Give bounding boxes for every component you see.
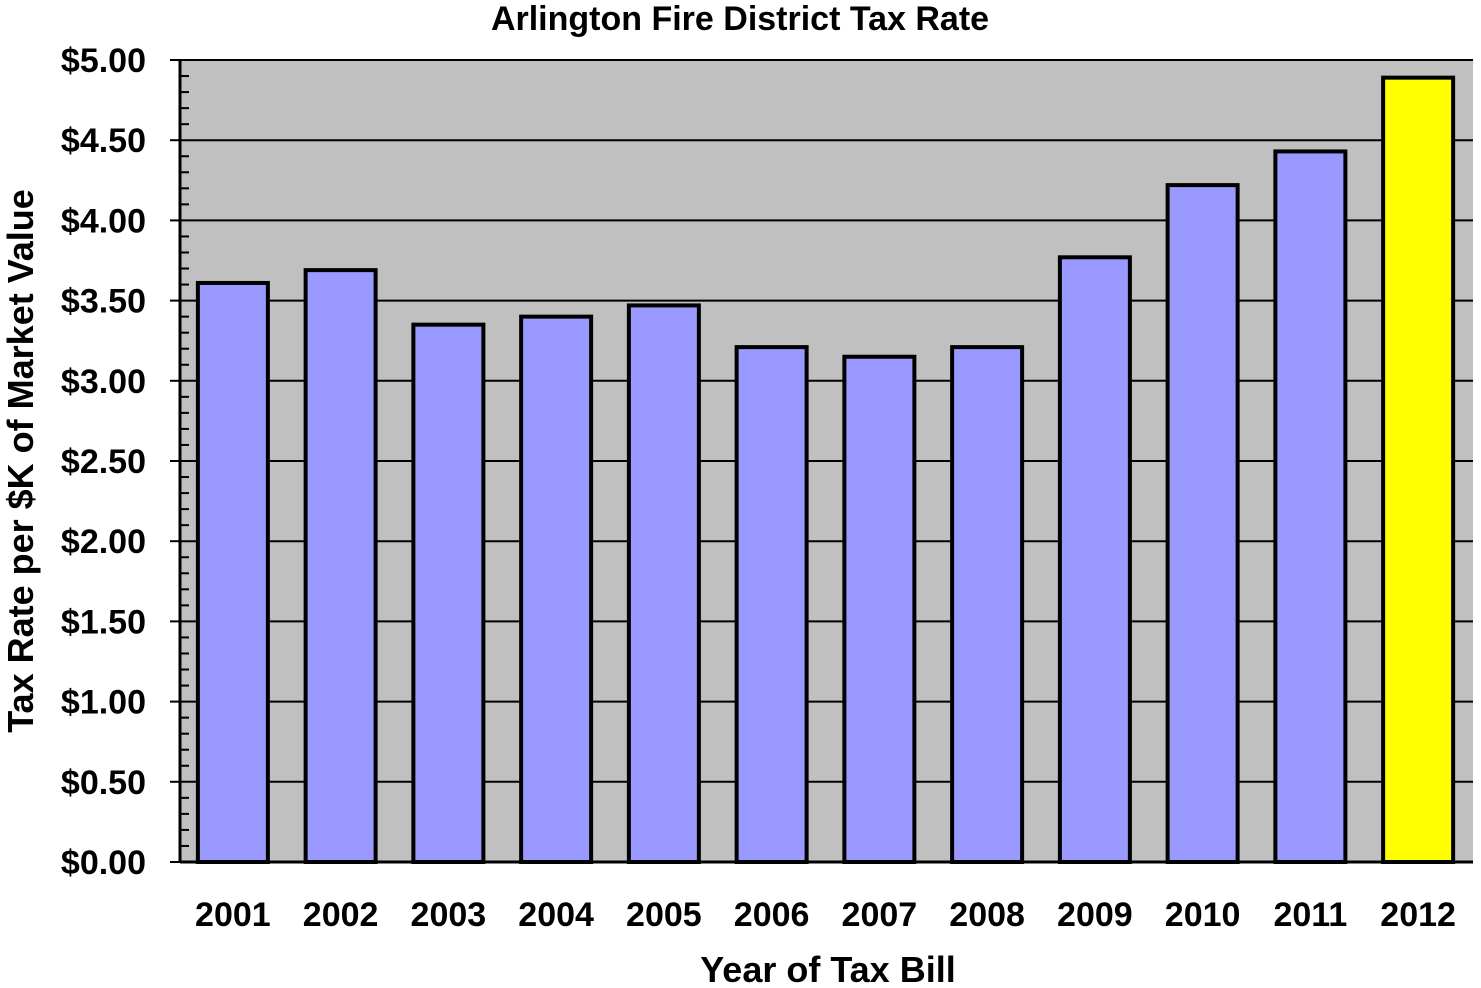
x-tick-label: 2001 bbox=[195, 896, 271, 934]
y-tick-label: $4.00 bbox=[61, 202, 146, 240]
x-tick-label: 2008 bbox=[949, 896, 1025, 934]
y-tick-label: $2.50 bbox=[61, 443, 146, 481]
bars bbox=[195, 75, 1456, 865]
x-tick-label: 2010 bbox=[1165, 896, 1241, 934]
bar-2011 bbox=[1273, 149, 1348, 865]
bar-2008 bbox=[950, 345, 1025, 864]
y-tick-label: $0.00 bbox=[61, 844, 146, 882]
bar-2001 bbox=[195, 280, 270, 864]
y-tick-label: $2.00 bbox=[61, 523, 146, 561]
y-tick-label: $5.00 bbox=[61, 42, 146, 80]
y-tick-label: $0.50 bbox=[61, 764, 146, 802]
x-tick-label: 2007 bbox=[842, 896, 918, 934]
bar-2005 bbox=[626, 303, 701, 864]
y-tick-label: $1.00 bbox=[61, 684, 146, 722]
x-tick-label: 2011 bbox=[1273, 896, 1347, 934]
bar-2003 bbox=[411, 322, 486, 865]
y-tick-label: $1.50 bbox=[61, 603, 146, 641]
x-tick-label: 2012 bbox=[1380, 896, 1456, 934]
bar-2012 bbox=[1381, 75, 1456, 865]
x-axis-label: Year of Tax Bill bbox=[700, 949, 955, 988]
bar-2006 bbox=[734, 345, 809, 864]
bar-2007 bbox=[842, 354, 917, 864]
chart-title: Arlington Fire District Tax Rate bbox=[491, 0, 989, 38]
bar-2009 bbox=[1057, 255, 1132, 864]
bar-2004 bbox=[519, 314, 594, 864]
x-tick-label: 2002 bbox=[303, 896, 379, 934]
x-tick-label: 2003 bbox=[411, 896, 487, 934]
y-tick-label: $3.50 bbox=[61, 283, 146, 321]
x-tick-label: 2009 bbox=[1057, 896, 1133, 934]
y-tick-label: $4.50 bbox=[61, 122, 146, 160]
x-tick-label: 2006 bbox=[734, 896, 810, 934]
x-tick-label: 2005 bbox=[626, 896, 702, 934]
bar-2002 bbox=[303, 268, 378, 864]
y-tick-label: $3.00 bbox=[61, 363, 146, 401]
y-tick-labels: $0.00 $0.50 $1.00 $1.50 $2.00 $2.50 $3.00 $3.50… bbox=[61, 42, 146, 882]
x-tick-labels: 2001 2002 2003 2004 2005 2006 2007 2008 2009 2010… bbox=[195, 896, 1456, 934]
gridlines bbox=[170, 59, 1473, 863]
bar-2010 bbox=[1165, 183, 1240, 864]
y-axis-label: Tax Rate per $K of Market Value bbox=[0, 189, 41, 733]
x-tick-label: 2004 bbox=[518, 896, 594, 934]
